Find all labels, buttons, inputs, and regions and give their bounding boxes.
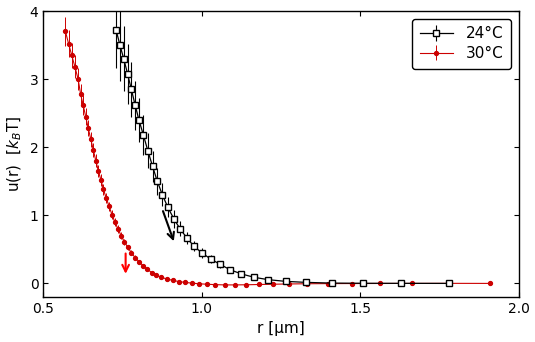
Legend: 24°C, 30°C: 24°C, 30°C: [412, 19, 511, 68]
Y-axis label: u(r)  [$k_B$T]: u(r) [$k_B$T]: [5, 116, 24, 192]
X-axis label: r [μm]: r [μm]: [257, 321, 305, 337]
